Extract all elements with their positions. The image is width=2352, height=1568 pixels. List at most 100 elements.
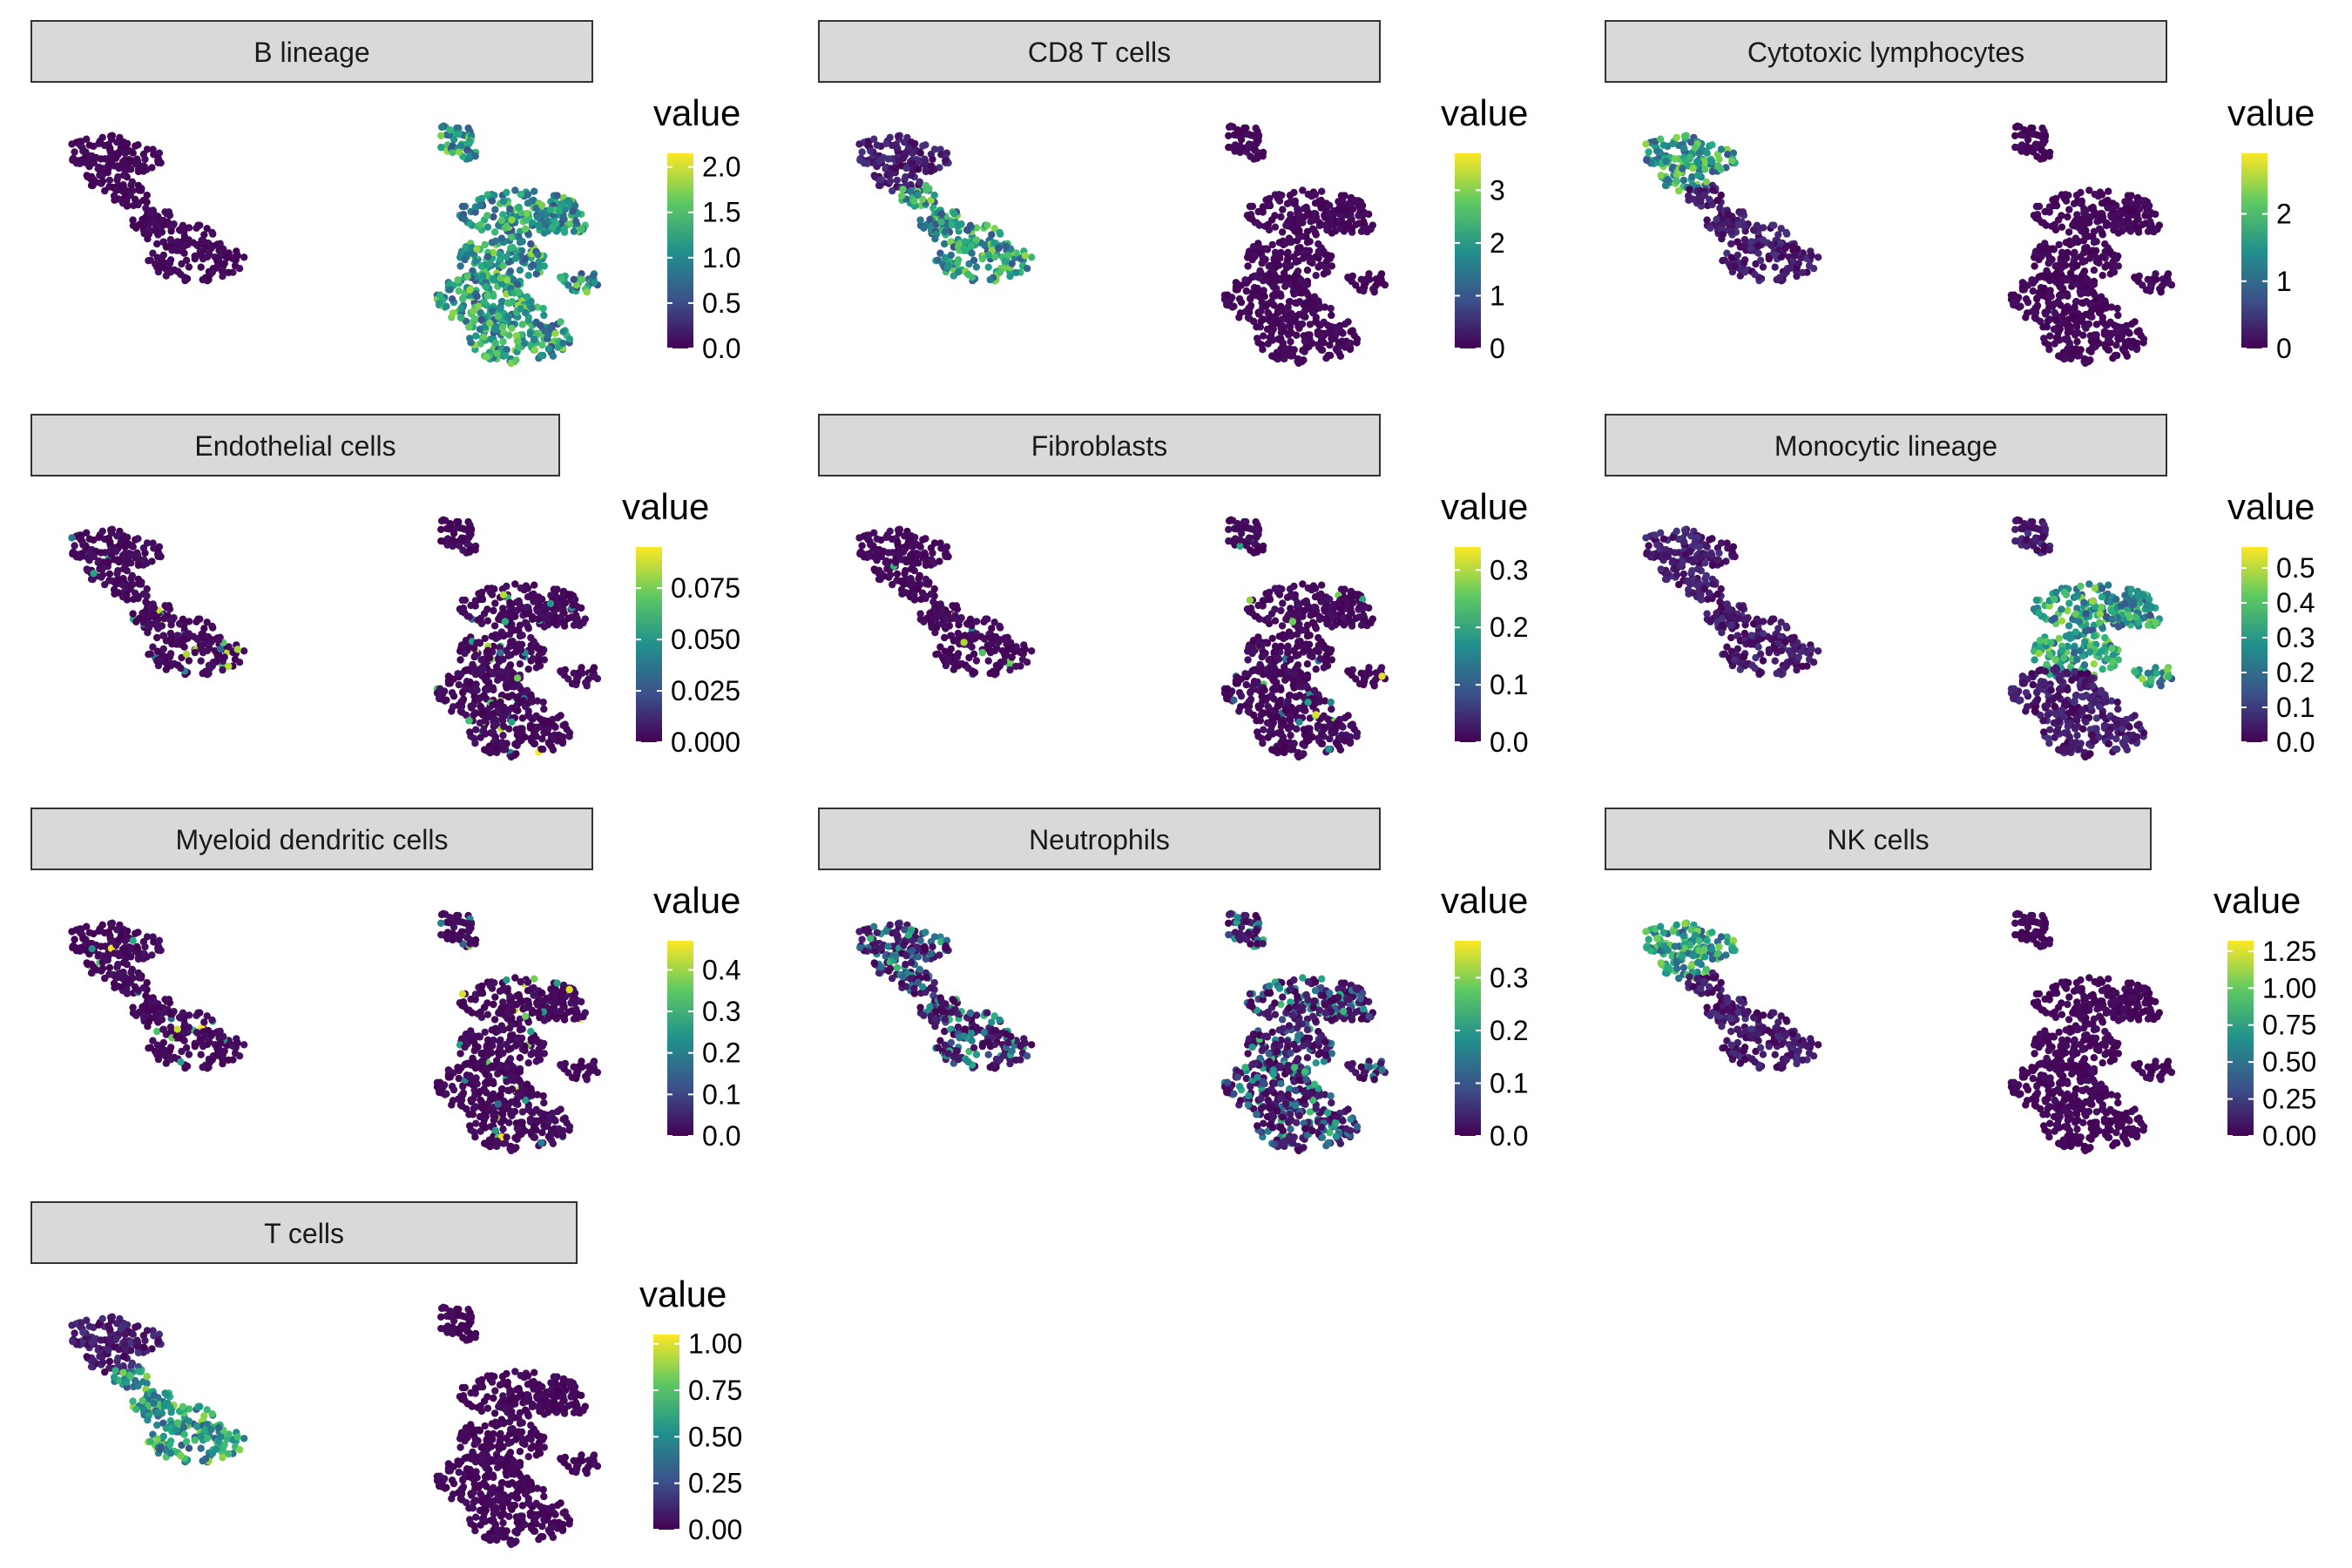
scatter-point bbox=[476, 201, 484, 210]
scatter-point bbox=[1341, 585, 1348, 593]
scatter-point bbox=[523, 686, 531, 694]
scatter-point bbox=[197, 657, 205, 665]
scatter-point bbox=[2051, 262, 2059, 270]
scatter-point bbox=[481, 634, 489, 643]
scatter-point bbox=[552, 613, 560, 622]
scatter-point bbox=[466, 679, 474, 687]
scatter-point bbox=[930, 539, 939, 547]
scatter-point bbox=[960, 639, 968, 646]
scatter-point bbox=[1753, 221, 1761, 229]
scatter-point bbox=[856, 156, 864, 165]
scatter-point bbox=[1321, 251, 1329, 259]
scatter-point bbox=[98, 571, 107, 579]
scatter-point bbox=[1680, 145, 1688, 152]
scatter-point bbox=[1294, 205, 1301, 213]
scatter-point bbox=[902, 558, 910, 566]
scatter-point bbox=[522, 610, 531, 618]
scatter-point bbox=[1695, 159, 1703, 167]
scatter-point bbox=[1642, 140, 1650, 148]
scatter-point bbox=[1002, 242, 1010, 250]
scatter-point bbox=[490, 622, 499, 630]
scatter-point bbox=[1302, 288, 1310, 296]
scatter-point bbox=[524, 317, 532, 325]
scatter-point bbox=[465, 139, 473, 147]
tick-label: 1 bbox=[1490, 280, 1505, 311]
legend-title: value bbox=[622, 486, 709, 527]
scatter-point bbox=[508, 216, 516, 224]
scatter-point bbox=[491, 326, 499, 334]
scatter-point bbox=[143, 539, 152, 547]
scatter-point bbox=[1274, 319, 1281, 328]
scatter-point bbox=[1242, 148, 1251, 156]
scatter-point bbox=[146, 650, 154, 658]
scatter-point bbox=[517, 699, 524, 706]
scatter-point bbox=[1294, 598, 1301, 606]
scatter-point bbox=[2113, 304, 2121, 313]
scatter-point bbox=[897, 192, 906, 200]
scatter-point bbox=[570, 227, 578, 235]
scatter-point bbox=[1311, 191, 1320, 199]
scatter-point bbox=[166, 653, 174, 661]
scatter-point bbox=[497, 649, 504, 657]
scatter-point bbox=[944, 262, 952, 270]
scatter-point bbox=[106, 145, 114, 152]
scatter-point bbox=[489, 274, 497, 283]
scatter-point bbox=[233, 252, 241, 260]
scatter-point bbox=[515, 204, 523, 212]
scatter-point bbox=[1344, 318, 1352, 326]
scatter-point bbox=[157, 262, 165, 270]
scatter-point bbox=[208, 228, 216, 237]
scatter-point bbox=[473, 245, 481, 253]
scatter-point bbox=[135, 186, 143, 194]
scatter-point bbox=[1717, 145, 1726, 153]
scatter-point bbox=[517, 305, 524, 313]
scatter-point bbox=[1747, 238, 1755, 246]
scatter-point bbox=[488, 632, 496, 640]
scatter-point bbox=[2055, 240, 2063, 249]
scatter-point bbox=[2023, 309, 2031, 317]
scatter-point bbox=[480, 333, 488, 341]
scatter-point bbox=[529, 261, 537, 269]
scatter-point bbox=[2011, 123, 2020, 132]
scatter-point bbox=[1376, 272, 1385, 280]
scatter-point bbox=[947, 645, 955, 653]
scatter-point bbox=[538, 595, 546, 604]
scatter-point bbox=[515, 598, 523, 605]
scatter-point bbox=[461, 609, 469, 617]
scatter-point bbox=[1781, 245, 1789, 253]
scatter-point bbox=[983, 615, 991, 623]
scatter-point bbox=[98, 177, 107, 186]
scatter-point bbox=[1290, 188, 1298, 197]
scatter-point bbox=[920, 224, 928, 232]
scatter-point bbox=[964, 664, 972, 672]
scatter-point bbox=[497, 234, 506, 242]
scatter-point bbox=[1740, 268, 1749, 276]
scatter-point bbox=[1740, 222, 1748, 230]
scatter-point bbox=[1275, 197, 1284, 205]
scatter-point bbox=[494, 313, 503, 321]
scatter-point bbox=[461, 255, 469, 264]
scatter-point bbox=[996, 622, 1004, 631]
scatter-point bbox=[578, 618, 585, 627]
scatter-point bbox=[123, 197, 131, 205]
scatter-point bbox=[978, 254, 986, 263]
scatter-point bbox=[578, 275, 586, 283]
scatter-point bbox=[139, 162, 148, 170]
scatter-point bbox=[1686, 186, 1693, 193]
scatter-point bbox=[953, 653, 962, 661]
scatter-point bbox=[1310, 293, 1319, 301]
scatter-point bbox=[121, 159, 129, 167]
scatter-point bbox=[203, 646, 212, 655]
scatter-point bbox=[1707, 158, 1716, 166]
scatter-point bbox=[203, 253, 212, 261]
scatter-point bbox=[900, 153, 908, 161]
scatter-point bbox=[892, 558, 900, 566]
scatter-point bbox=[2133, 328, 2141, 335]
scatter-point bbox=[208, 662, 216, 670]
scatter-point bbox=[514, 337, 522, 345]
tick-label: 2 bbox=[2276, 199, 2292, 230]
scatter-point bbox=[897, 585, 906, 594]
scatter-point bbox=[478, 272, 487, 280]
scatter-point bbox=[508, 233, 516, 241]
scatter-point bbox=[1793, 272, 1801, 280]
